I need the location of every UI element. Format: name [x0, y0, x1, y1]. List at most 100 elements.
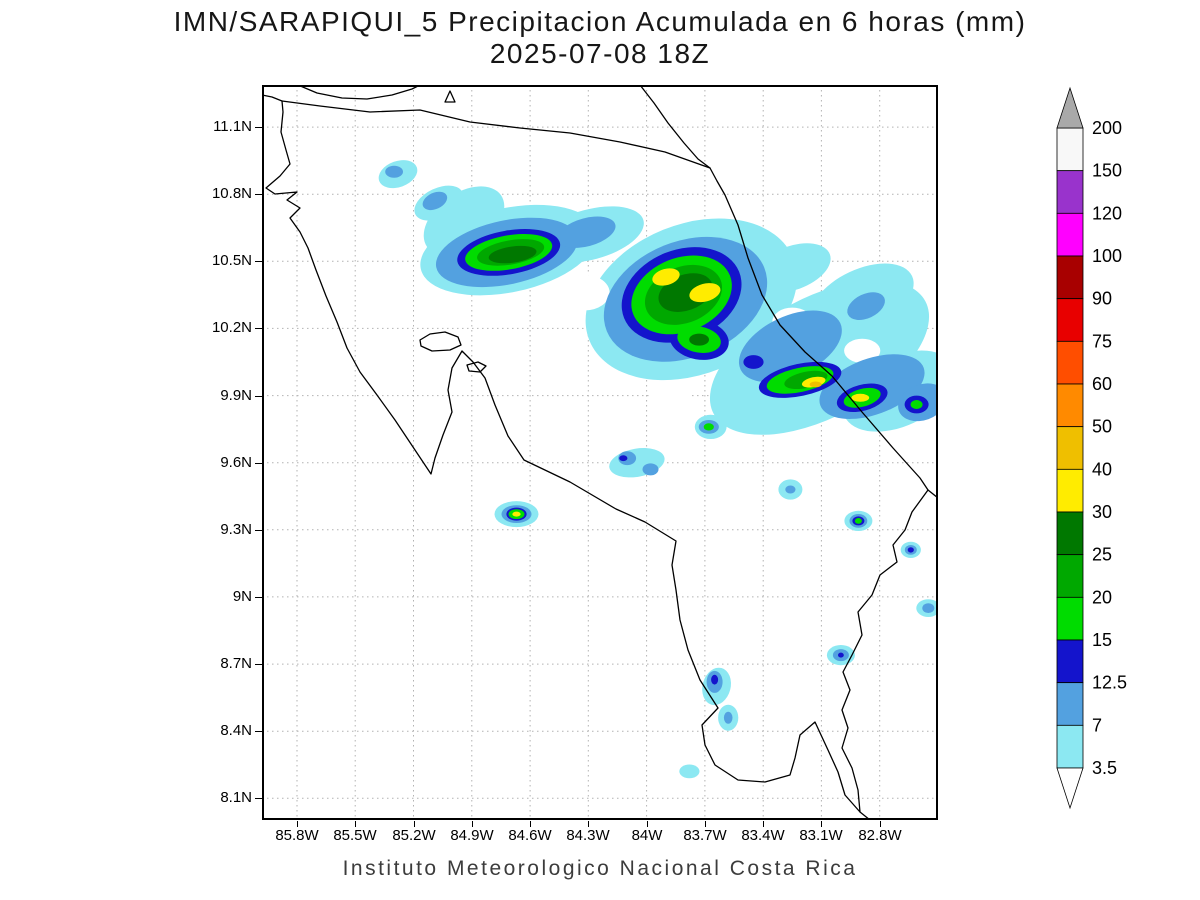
precip-cell [838, 652, 844, 658]
colorbar-tick-label: 7 [1092, 715, 1102, 735]
lat-tick-label: 8.1N [220, 789, 252, 807]
colorbar-segment [1056, 554, 1084, 598]
precip-cell [753, 243, 831, 293]
lon-tick-label: 85.5W [333, 827, 377, 844]
colorbar-segment [1056, 724, 1084, 769]
precip-cell [711, 674, 719, 685]
coastline-nicaragua-pacific [262, 94, 283, 102]
inland-lake-outline [419, 331, 462, 352]
colorbar-tick-label: 150 [1092, 161, 1122, 181]
lat-tick-label: 8.7N [220, 655, 252, 673]
precip-cell [559, 274, 610, 311]
lon-tick [880, 821, 881, 827]
precip-cell [809, 381, 822, 388]
precip-cell [703, 423, 714, 431]
lon-tick-label: 85.2W [392, 827, 436, 844]
lat-tick [255, 328, 262, 329]
lon-tick [588, 821, 589, 827]
map-plot [262, 85, 938, 820]
colorbar-segment [1056, 511, 1084, 556]
island-triangle-marker [444, 90, 456, 103]
precip-cell [642, 463, 659, 476]
colorbar-tick-label: 20 [1092, 587, 1112, 607]
precip-cell [743, 355, 764, 369]
lat-tick-label: 11.1N [213, 118, 252, 136]
lat-tick [255, 396, 262, 397]
lon-tick [647, 821, 648, 827]
precip-cell [910, 400, 923, 409]
precip-cell [907, 547, 914, 553]
lon-tick [705, 821, 706, 827]
precip-cell [488, 245, 537, 264]
colorbar-segment [1056, 383, 1084, 428]
lon-tick-label: 84.9W [450, 827, 494, 844]
colorbar-under-arrow [1056, 767, 1084, 810]
lat-tick-label: 9N [232, 587, 252, 605]
precip-cell [844, 338, 881, 363]
colorbar: 3.5 7 12.5 15 20 25 30 40 50 60 75 90 100 120 150 200 [1056, 86, 1127, 810]
lon-tick-label: 83.4W [741, 827, 785, 844]
lat-tick [255, 261, 262, 262]
lon-tick-label: 85.8W [275, 827, 319, 844]
colorbar-tick-label: 30 [1092, 502, 1112, 522]
lon-tick [472, 821, 473, 827]
lon-tick [530, 821, 531, 827]
lat-tick [255, 731, 262, 732]
lon-tick-label: 84.6W [508, 827, 552, 844]
precip-cell [385, 165, 403, 178]
map-frame [262, 85, 938, 820]
colorbar-tick-label: 90 [1092, 289, 1112, 309]
lat-tick [255, 194, 262, 195]
precip-cell [854, 518, 862, 524]
chart-title: IMN/SARAPIQUI_5 Precipitacion Acumulada … [173, 6, 1027, 37]
colorbar-tick-label: 40 [1092, 459, 1112, 479]
colorbar-tick-label: 25 [1092, 545, 1112, 565]
lon-tick [297, 821, 298, 827]
lat-tick-label: 9.9N [220, 386, 252, 404]
gulf-island-outline [466, 361, 487, 373]
precip-cell [851, 393, 870, 402]
precip-cell [422, 191, 448, 211]
lat-tick-label: 9.6N [220, 453, 252, 471]
colorbar-segment [1056, 596, 1084, 641]
colorbar-segment [1056, 255, 1084, 300]
colorbar-tick-label: 60 [1092, 374, 1112, 394]
colorbar-segment [1056, 340, 1084, 385]
lat-tick-label: 10.8N [211, 185, 252, 203]
colorbar-tick-label: 15 [1092, 630, 1112, 650]
precip-cell [785, 485, 796, 494]
precip-cell [609, 447, 665, 478]
coastline-costa-rica [265, 100, 929, 813]
lat-tick-label: 10.5N [211, 252, 252, 270]
lat-tick-label: 8.4N [220, 722, 252, 740]
colorbar-tick-label: 100 [1092, 246, 1122, 266]
precip-cell [512, 511, 521, 517]
lat-tick-label: 9.3N [220, 520, 252, 538]
lon-tick [763, 821, 764, 827]
colorbar-tick-label: 12.5 [1092, 673, 1127, 693]
precip-cell [557, 216, 616, 248]
precip-cell [723, 711, 733, 724]
lake-nicaragua-shore [297, 85, 421, 100]
lon-tick-label: 82.8W [858, 827, 902, 844]
lon-tick [821, 821, 822, 827]
colorbar-segment [1056, 298, 1084, 342]
precip-cell [679, 764, 700, 779]
precip-cell [689, 333, 709, 346]
lon-tick [355, 821, 356, 827]
colorbar-tick-label: 3.5 [1092, 758, 1117, 778]
lon-tick-label: 84W [631, 827, 663, 844]
precip-cell [689, 283, 721, 303]
colorbar-tick-label: 120 [1092, 203, 1122, 223]
precip-shading-layer [378, 160, 938, 779]
precip-cell [922, 603, 935, 613]
lon-tick-label: 83.1W [799, 827, 843, 844]
colorbar-segment [1056, 170, 1084, 214]
lat-tick-label: 10.2N [211, 319, 252, 337]
lat-tick [255, 463, 262, 464]
grid-layer [262, 85, 938, 820]
precip-cell [619, 455, 628, 462]
coastline-layer [262, 85, 938, 820]
lon-tick-label: 84.3W [566, 827, 610, 844]
colorbar-segment [1056, 639, 1084, 684]
